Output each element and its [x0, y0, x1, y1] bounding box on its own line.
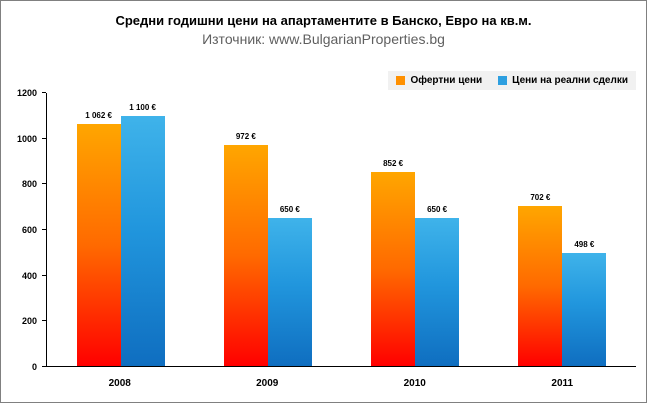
x-tick-label-2010: 2010 [403, 378, 426, 389]
y-tick-mark-600 [42, 229, 46, 230]
legend-label-real-deals: Цени на реални сделки [512, 75, 628, 86]
legend-item-offer-prices: Офертни цени [396, 75, 482, 86]
y-tick-mark-800 [42, 183, 46, 185]
legend-label-offer-prices: Офертни цени [410, 75, 483, 86]
legend-swatch-blue [498, 76, 508, 85]
chart-subtitle: Източник: www.BulgarianProperties.bg [202, 31, 445, 47]
x-tick-label-2009: 2009 [256, 378, 279, 389]
bar-series-0-2008: 1 062 € [76, 111, 121, 366]
bar-group-2009: 972 € 650 € [194, 93, 341, 366]
bar-group-2008: 1 062 € 1 100 € [47, 93, 194, 366]
bar-value-label: 498 € [574, 239, 595, 249]
y-tick-label-800: 800 [21, 179, 37, 190]
chart-title: Средни годишни цени на апартаментите в Б… [115, 13, 532, 28]
y-tick-mark-1200 [42, 92, 46, 93]
bar-value-label: 702 € [530, 193, 551, 203]
bar-series-0-2011: 702 € [518, 193, 563, 366]
bar-series-1-2010: 650 € [415, 205, 460, 366]
y-tick-label-200: 200 [21, 316, 37, 327]
x-axis-labels: 2008 2009 2010 2011 [46, 378, 636, 392]
y-tick-label-600: 600 [21, 225, 37, 235]
y-tick-mark-1000 [42, 137, 46, 139]
y-tick-label-0: 0 [31, 362, 37, 372]
bar-group-2011: 702 € 498 € [489, 93, 636, 366]
y-tick-mark-200 [42, 320, 46, 322]
y-tick-mark-400 [42, 274, 46, 276]
bar-value-label: 852 € [383, 159, 404, 169]
legend: Офертни цени Цени на реални сделки [388, 71, 636, 90]
bar-series-0-2009: 972 € [223, 132, 268, 366]
plot-area: 1 062 € 1 100 € 972 € 650 € 852 € 650 € 702 € 4… [46, 93, 636, 367]
y-axis-labels: 0 200 400 600 800 1000 1200 [1, 88, 46, 372]
x-tick-label-2008: 2008 [108, 378, 131, 389]
bar-series-1-2011: 498 € [562, 240, 607, 366]
bar-value-label: 650 € [279, 205, 300, 215]
bar-series-0-2010: 852 € [371, 159, 416, 366]
bar-value-label: 650 € [427, 205, 448, 215]
legend-item-real-deals: Цени на реални сделки [498, 75, 628, 86]
bar-series-1-2009: 650 € [267, 205, 312, 366]
bar-series-1-2008: 1 100 € [120, 103, 165, 366]
y-tick-mark-0 [42, 366, 46, 367]
legend-swatch-orange [396, 76, 406, 85]
x-tick-label-2011: 2011 [551, 378, 574, 389]
y-tick-label-1000: 1000 [16, 133, 37, 144]
bar-value-label: 972 € [235, 131, 256, 141]
bar-value-label: 1 100 € [129, 102, 156, 112]
y-tick-label-1200: 1200 [16, 88, 37, 98]
y-tick-label-400: 400 [21, 270, 37, 281]
bar-value-label: 1 062 € [85, 111, 112, 121]
bar-group-2010: 852 € 650 € [342, 93, 489, 366]
